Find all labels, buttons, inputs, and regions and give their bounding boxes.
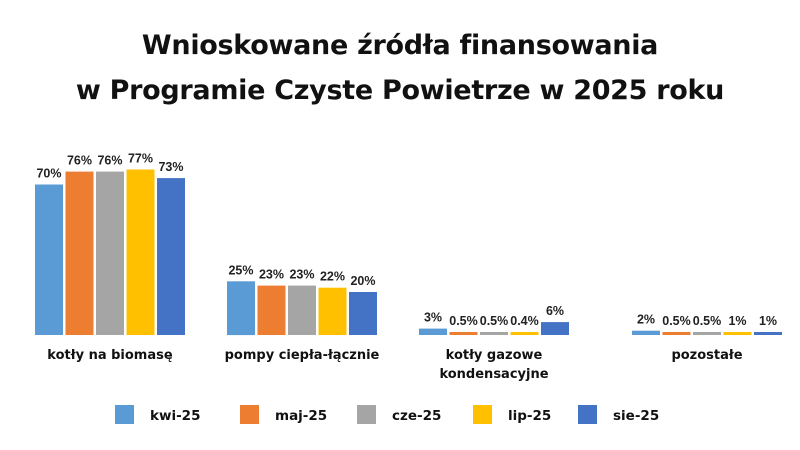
bar-maj-25-cat1 bbox=[257, 285, 286, 335]
data-label-kwi-25-cat0: 70% bbox=[36, 167, 61, 181]
data-label-sie-25-cat3: 1% bbox=[759, 314, 777, 328]
category-label-3: pozostałe bbox=[671, 348, 742, 363]
data-label-cze-25-cat3: 0.5% bbox=[693, 314, 722, 328]
legend-swatch-lip-25 bbox=[473, 405, 492, 424]
data-label-kwi-25-cat2: 3% bbox=[424, 311, 442, 325]
bar-kwi-25-cat2 bbox=[419, 328, 447, 335]
bar-lip-25-cat3 bbox=[723, 332, 752, 335]
category-label-2-line0: kotły gazowe bbox=[446, 348, 543, 363]
data-label-maj-25-cat3: 0.5% bbox=[662, 314, 691, 328]
data-label-lip-25-cat2: 0.4% bbox=[510, 314, 539, 328]
bar-sie-25-cat2 bbox=[541, 322, 569, 335]
bar-sie-25-cat3 bbox=[754, 332, 782, 335]
category-label-1: pompy ciepła-łącznie bbox=[225, 348, 380, 363]
bar-lip-25-cat0 bbox=[126, 169, 155, 335]
data-label-sie-25-cat1: 20% bbox=[350, 274, 375, 288]
data-label-sie-25-cat0: 73% bbox=[158, 160, 183, 174]
data-label-kwi-25-cat1: 25% bbox=[228, 263, 253, 277]
data-label-lip-25-cat3: 1% bbox=[728, 314, 746, 328]
bar-lip-25-cat2 bbox=[510, 332, 539, 335]
bar-kwi-25-cat3 bbox=[632, 330, 660, 335]
bar-cze-25-cat3 bbox=[693, 332, 721, 335]
data-label-maj-25-cat0: 76% bbox=[67, 154, 92, 168]
bar-maj-25-cat0 bbox=[65, 171, 94, 335]
data-label-lip-25-cat1: 22% bbox=[320, 270, 345, 284]
bar-kwi-25-cat1 bbox=[227, 281, 255, 336]
legend-label-maj-25: maj-25 bbox=[275, 408, 327, 424]
legend-swatch-sie-25 bbox=[578, 405, 597, 424]
legend-label-lip-25: lip-25 bbox=[508, 408, 551, 424]
bar-kwi-25-cat0 bbox=[35, 184, 63, 335]
legend-label-cze-25: cze-25 bbox=[392, 408, 441, 424]
data-label-cze-25-cat1: 23% bbox=[289, 268, 314, 282]
bar-cze-25-cat2 bbox=[480, 332, 508, 335]
data-label-maj-25-cat1: 23% bbox=[259, 268, 284, 282]
bar-maj-25-cat3 bbox=[662, 332, 691, 335]
legend-swatch-kwi-25 bbox=[115, 405, 134, 424]
data-label-cze-25-cat0: 76% bbox=[97, 154, 122, 168]
data-label-kwi-25-cat3: 2% bbox=[637, 313, 655, 327]
bar-lip-25-cat1 bbox=[318, 287, 347, 335]
legend-label-sie-25: sie-25 bbox=[613, 408, 659, 424]
category-label-0: kotły na biomasę bbox=[47, 348, 173, 363]
legend-label-kwi-25: kwi-25 bbox=[150, 408, 200, 424]
data-label-maj-25-cat2: 0.5% bbox=[449, 314, 478, 328]
bar-cze-25-cat0 bbox=[96, 171, 124, 335]
data-label-cze-25-cat2: 0.5% bbox=[480, 314, 509, 328]
chart-title-line-2: w Programie Czyste Powietrze w 2025 roku bbox=[75, 75, 725, 106]
category-label-2-line1: kondensacyjne bbox=[439, 367, 548, 382]
data-label-sie-25-cat2: 6% bbox=[546, 304, 564, 318]
chart-title-line-1: Wnioskowane źródła finansowania bbox=[141, 30, 659, 61]
bar-sie-25-cat1 bbox=[349, 292, 377, 335]
bar-sie-25-cat0 bbox=[157, 178, 185, 335]
legend-swatch-maj-25 bbox=[240, 405, 259, 424]
legend-swatch-cze-25 bbox=[357, 405, 376, 424]
bar-maj-25-cat2 bbox=[449, 332, 478, 335]
data-label-lip-25-cat0: 77% bbox=[128, 152, 153, 166]
bar-cze-25-cat1 bbox=[288, 285, 316, 335]
